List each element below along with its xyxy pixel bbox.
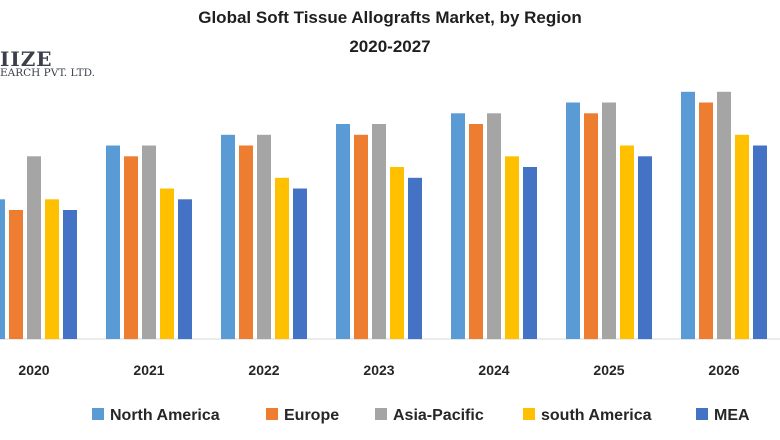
bar-2023-mea xyxy=(408,177,422,340)
legend-swatch xyxy=(92,408,104,420)
bar-2025-asia-pacific xyxy=(602,102,616,339)
logo-subtitle: EARCH PVT. LTD. xyxy=(0,67,95,79)
legend-label: south America xyxy=(541,407,652,424)
bar-2023-south-america xyxy=(390,167,404,339)
legend-swatch xyxy=(696,408,708,420)
bar-2026-europe xyxy=(699,102,713,339)
bar-2021-mea xyxy=(178,199,192,340)
bar-2021-asia-pacific xyxy=(142,145,156,339)
legend-label: Europe xyxy=(284,407,339,424)
legend-item-mea: MEA xyxy=(696,407,750,424)
x-tick-label-2022: 2022 xyxy=(248,362,279,378)
legend-label: North America xyxy=(110,407,220,424)
bar-2024-asia-pacific xyxy=(487,113,501,340)
bar-2021-south-america xyxy=(160,188,174,339)
legend-label: MEA xyxy=(714,407,750,424)
bar-2026-asia-pacific xyxy=(717,91,731,340)
legend-label: Asia-Pacific xyxy=(393,407,484,424)
bar-2023-europe xyxy=(354,134,368,340)
x-tick-label-2020: 2020 xyxy=(18,362,49,378)
chart-subtitle-years: 2020-2027 xyxy=(349,37,431,56)
bar-2020-south-america xyxy=(45,199,59,340)
bar-2025-mea xyxy=(638,156,652,340)
bar-2025-south-america xyxy=(620,145,634,339)
bar-2023-north-america xyxy=(336,124,350,339)
bar-2020-north-america xyxy=(0,199,5,340)
x-tick-label-2025: 2025 xyxy=(593,362,624,378)
bar-2026-south-america xyxy=(735,134,749,340)
logo-wordmark: IIZE xyxy=(0,47,53,71)
legend-swatch xyxy=(375,408,387,420)
bar-2021-europe xyxy=(124,156,138,340)
legend-item-asia-pacific: Asia-Pacific xyxy=(375,407,484,424)
bars-group xyxy=(0,91,767,340)
bar-2024-south-america xyxy=(505,156,519,340)
bar-2022-south-america xyxy=(275,177,289,340)
bar-2022-asia-pacific xyxy=(257,134,271,340)
bar-2020-asia-pacific xyxy=(27,156,41,340)
bar-2026-mea xyxy=(753,145,767,339)
bar-2022-north-america xyxy=(221,134,235,340)
bar-2022-europe xyxy=(239,145,253,339)
bar-2024-mea xyxy=(523,167,537,339)
legend: North America Europe Asia-Pacific south Ame… xyxy=(92,407,750,424)
x-tick-label-2021: 2021 xyxy=(133,362,164,378)
chart-title: Global Soft Tissue Allografts Market, by… xyxy=(198,8,582,27)
x-tick-label-2023: 2023 xyxy=(363,362,394,378)
bar-2022-mea xyxy=(293,188,307,339)
bar-2020-europe xyxy=(9,210,23,339)
bar-2025-north-america xyxy=(566,102,580,339)
legend-item-north-america: North America xyxy=(92,407,220,424)
x-tick-label-2024: 2024 xyxy=(478,362,509,378)
legend-swatch xyxy=(523,408,535,420)
bar-2024-europe xyxy=(469,124,483,339)
bar-2020-mea xyxy=(63,210,77,339)
bar-2021-north-america xyxy=(106,145,120,339)
bar-2026-north-america xyxy=(681,91,695,340)
bar-2024-north-america xyxy=(451,113,465,340)
bar-2023-asia-pacific xyxy=(372,124,386,339)
x-tick-labels: 2020 2021 2022 2023 2024 2025 2026 xyxy=(18,362,739,378)
x-tick-label-2026: 2026 xyxy=(708,362,739,378)
bar-2025-europe xyxy=(584,113,598,340)
legend-swatch xyxy=(266,408,278,420)
legend-item-south-america: south America xyxy=(523,407,652,424)
legend-item-europe: Europe xyxy=(266,407,339,424)
